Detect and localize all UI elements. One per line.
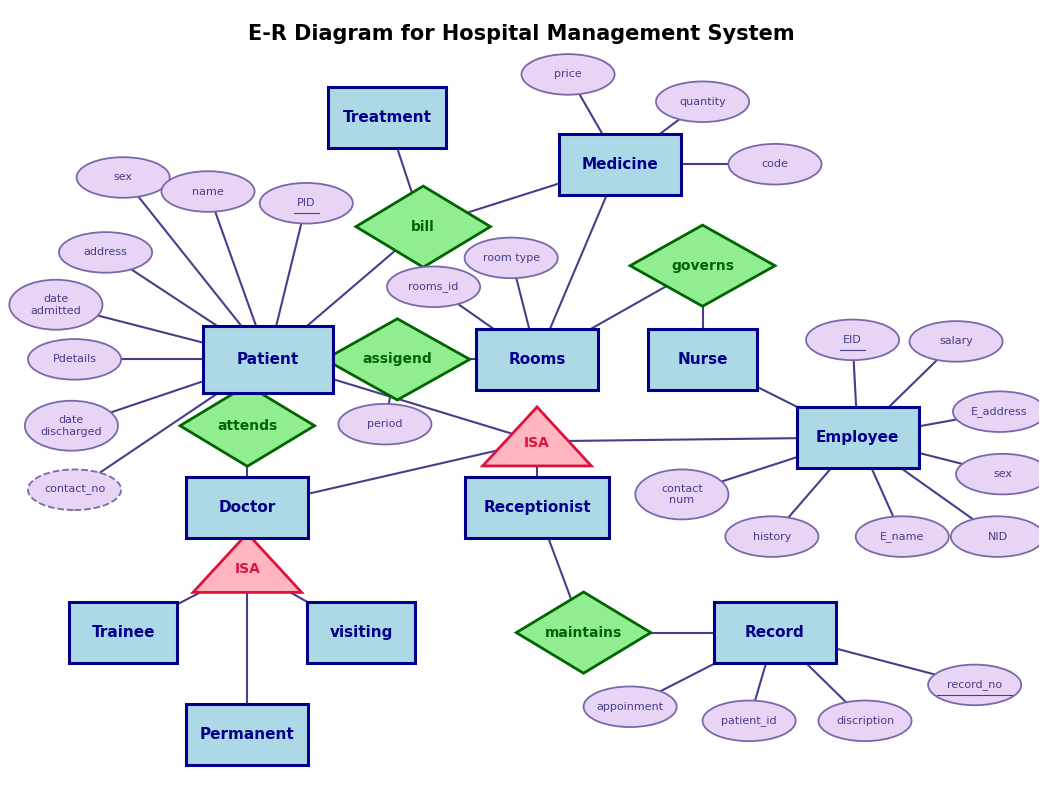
Ellipse shape [28,469,121,510]
Ellipse shape [855,516,949,557]
Ellipse shape [909,321,1002,361]
Text: period: period [367,419,403,429]
Text: ISA: ISA [524,436,550,450]
FancyBboxPatch shape [464,477,609,538]
Text: E-R Diagram for Hospital Management System: E-R Diagram for Hospital Management Syst… [248,24,795,43]
Text: governs: governs [671,259,734,273]
FancyBboxPatch shape [559,134,681,195]
Text: Permanent: Permanent [200,727,295,742]
Text: history: history [753,532,791,541]
Ellipse shape [25,401,118,451]
Text: Trainee: Trainee [92,625,155,640]
Ellipse shape [953,391,1043,432]
Ellipse shape [928,664,1021,705]
Polygon shape [356,186,490,267]
Text: ISA: ISA [235,563,261,577]
Text: NID: NID [988,532,1008,541]
Polygon shape [325,319,469,400]
Text: Patient: Patient [237,352,299,367]
Text: Record: Record [745,625,805,640]
Text: price: price [554,69,582,80]
Ellipse shape [162,171,254,211]
Text: PID: PID [297,198,316,208]
Text: E_name: E_name [880,531,924,542]
Polygon shape [516,592,651,673]
Ellipse shape [951,516,1043,557]
Text: date
discharged: date discharged [41,415,102,436]
Ellipse shape [522,54,614,95]
Text: sex: sex [114,173,132,182]
Text: Pdetails: Pdetails [52,354,97,365]
Ellipse shape [806,320,899,360]
FancyBboxPatch shape [797,407,919,468]
Text: date
admitted: date admitted [30,294,81,316]
Text: contact
num: contact num [661,484,703,505]
Text: EID: EID [843,335,862,345]
Text: Employee: Employee [816,430,899,445]
Text: Rooms: Rooms [508,352,565,367]
Ellipse shape [819,701,912,741]
Text: rooms_id: rooms_id [409,282,459,292]
Text: Treatment: Treatment [342,110,432,125]
Text: attends: attends [217,419,277,432]
Ellipse shape [260,183,353,223]
Ellipse shape [656,81,749,122]
Text: salary: salary [939,336,973,346]
Ellipse shape [584,686,677,727]
Text: maintains: maintains [544,626,623,640]
FancyBboxPatch shape [187,477,309,538]
FancyBboxPatch shape [476,329,598,390]
Text: contact_no: contact_no [44,484,105,495]
Ellipse shape [9,280,102,330]
Text: Doctor: Doctor [219,500,276,515]
FancyBboxPatch shape [69,602,177,663]
Ellipse shape [703,701,796,741]
Ellipse shape [725,516,819,557]
Text: Medicine: Medicine [581,157,658,172]
Text: sex: sex [993,469,1012,479]
Text: bill: bill [411,219,435,234]
FancyBboxPatch shape [328,87,446,148]
Text: Nurse: Nurse [677,352,728,367]
Ellipse shape [464,237,558,279]
Ellipse shape [76,157,170,198]
Text: address: address [83,248,127,257]
Ellipse shape [728,144,822,185]
Text: name: name [192,186,224,196]
Text: patient_id: patient_id [722,716,777,726]
Text: record_no: record_no [947,679,1002,690]
Text: appoinment: appoinment [597,701,663,712]
Text: assigend: assigend [363,353,432,366]
Polygon shape [180,385,315,466]
FancyBboxPatch shape [203,326,333,393]
FancyBboxPatch shape [714,602,836,663]
Polygon shape [630,225,775,306]
Ellipse shape [338,404,432,444]
Polygon shape [193,533,301,593]
Text: quantity: quantity [679,97,726,107]
Text: Receptionist: Receptionist [483,500,590,515]
FancyBboxPatch shape [307,602,415,663]
Text: code: code [761,159,789,169]
FancyBboxPatch shape [187,704,309,765]
Ellipse shape [635,469,728,519]
Text: visiting: visiting [330,625,393,640]
Ellipse shape [59,232,152,273]
Text: room type: room type [483,253,539,263]
Ellipse shape [28,339,121,380]
FancyBboxPatch shape [649,329,757,390]
Text: discription: discription [835,716,894,726]
Ellipse shape [387,267,480,307]
Text: E_address: E_address [971,406,1027,417]
Polygon shape [483,407,591,466]
Ellipse shape [956,454,1043,495]
